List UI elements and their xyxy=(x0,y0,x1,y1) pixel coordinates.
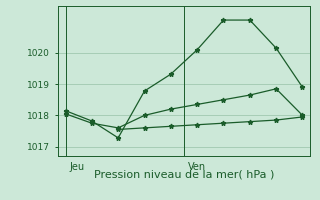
Text: Ven: Ven xyxy=(188,162,206,172)
Text: Jeu: Jeu xyxy=(69,162,84,172)
X-axis label: Pression niveau de la mer( hPa ): Pression niveau de la mer( hPa ) xyxy=(94,170,274,180)
